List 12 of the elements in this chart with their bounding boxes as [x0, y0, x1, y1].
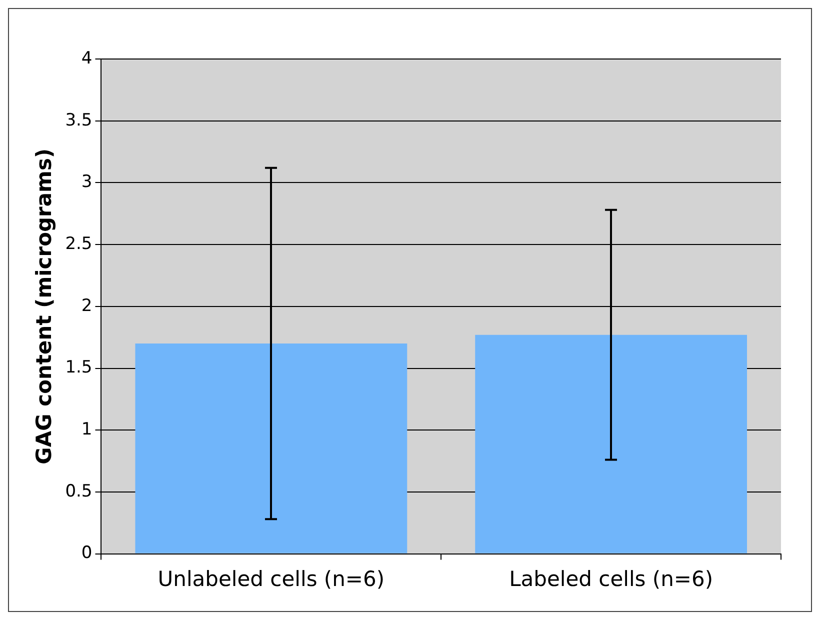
x-tick-label: Labeled cells (n=6) — [509, 566, 714, 591]
y-tick-label: 1.5 — [65, 358, 92, 378]
y-tick-label: 3.5 — [65, 110, 92, 130]
y-axis-title: GAG content (micrograms) — [32, 148, 56, 464]
y-tick-label: 2 — [81, 296, 92, 316]
y-tick-label: 4 — [81, 48, 92, 68]
y-tick-label: 0 — [81, 543, 92, 564]
y-tick-label: 0.5 — [65, 481, 92, 502]
y-tick-label: 1 — [81, 420, 92, 440]
y-tick-label: 2.5 — [65, 234, 92, 254]
x-tick-label: Unlabeled cells (n=6) — [158, 566, 385, 591]
y-tick-label: 3 — [81, 172, 92, 192]
